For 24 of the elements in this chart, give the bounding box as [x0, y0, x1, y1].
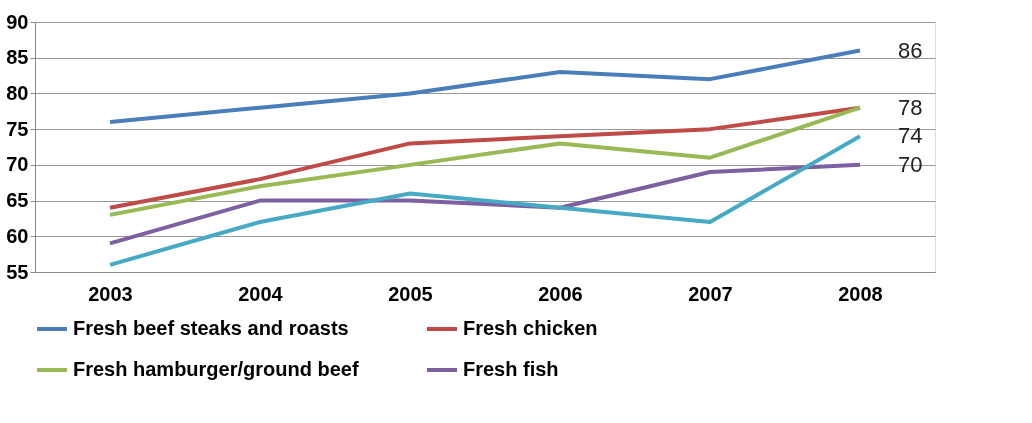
- y-tick-label: 65: [6, 189, 29, 212]
- y-tick-label: 85: [6, 46, 29, 69]
- line-series: [108, 134, 862, 267]
- y-tick-label: 90: [6, 10, 29, 33]
- annotation: 86: [898, 37, 923, 63]
- legend-label: Fresh fish: [463, 358, 559, 380]
- x-tick-label: 2007: [688, 282, 733, 305]
- annotation: 78: [898, 94, 923, 120]
- y-tick-label: 70: [6, 153, 29, 176]
- legend-label: Fresh beef steaks and roasts: [73, 317, 349, 339]
- y-tick-label: 60: [6, 224, 29, 247]
- x-tick-label: 2005: [388, 282, 433, 305]
- annotation: 70: [898, 151, 923, 177]
- x-tick-label: 2006: [538, 282, 583, 305]
- legend-label: Fresh chicken: [463, 317, 598, 339]
- x-tick-label: 2004: [238, 282, 284, 305]
- y-tick-label: 55: [6, 260, 29, 283]
- y-tick-label: 80: [6, 81, 29, 104]
- legend-label: Fresh hamburger/ground beef: [73, 358, 359, 380]
- line-series: [108, 48, 862, 124]
- y-tick-label: 75: [6, 117, 29, 140]
- x-tick-label: 2003: [88, 282, 133, 305]
- x-tick-label: 2008: [838, 282, 883, 305]
- annotation: 74: [898, 123, 923, 149]
